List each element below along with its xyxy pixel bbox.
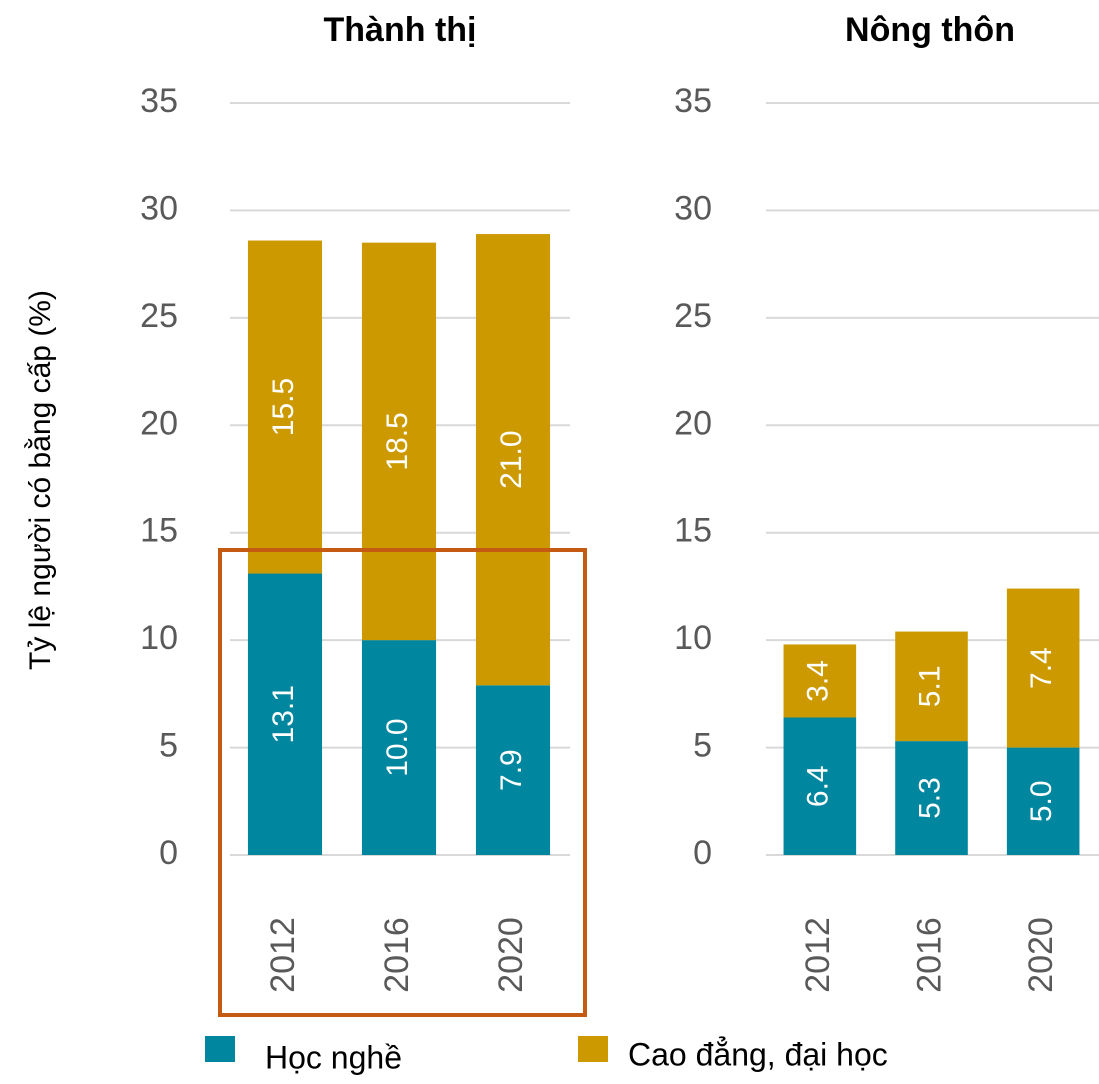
x-tick-label: 2016 (910, 917, 948, 993)
bar (361, 242, 437, 641)
chart-title: Nông thôn (845, 11, 1015, 49)
y-tick-label: 5 (693, 727, 712, 765)
highlight-box (218, 548, 587, 1017)
y-tick-label: 0 (693, 834, 712, 872)
bar (1006, 588, 1080, 748)
data-label: 21.0 (495, 430, 528, 488)
x-tick-label: 2016 (378, 917, 416, 993)
y-axis-label: Tỷ lệ người có bằng cấp (%) (24, 290, 57, 670)
y-tick-label: 30 (140, 189, 178, 227)
y-tick-label: 15 (140, 512, 178, 550)
data-label: 7.9 (495, 749, 528, 791)
data-label: 15.5 (267, 378, 300, 436)
data-label: 5.0 (1025, 780, 1058, 822)
y-tick-label: 10 (140, 619, 178, 657)
y-tick-label: 35 (674, 82, 712, 120)
data-label: 3.4 (802, 660, 835, 702)
bar (1006, 747, 1080, 855)
data-label: 18.5 (381, 412, 414, 470)
x-tick-label: 2020 (492, 917, 530, 993)
bar (783, 717, 857, 855)
bar (783, 644, 857, 718)
data-label: 13.1 (267, 685, 300, 743)
data-label: 7.4 (1025, 647, 1058, 689)
data-label: 10.0 (381, 718, 414, 776)
data-label: 6.4 (802, 765, 835, 807)
y-tick-label: 35 (140, 82, 178, 120)
y-tick-label: 20 (674, 404, 712, 442)
chart-title: Thành thị (324, 11, 477, 49)
data-label: 5.3 (913, 777, 946, 819)
legend-label: Học nghề (265, 1039, 402, 1075)
y-tick-label: 10 (674, 619, 712, 657)
x-tick-label: 2020 (1022, 917, 1060, 993)
bar (895, 631, 968, 742)
bar (247, 573, 323, 855)
x-tick-label: 2012 (264, 917, 302, 993)
legend-label: Cao đẳng, đại học (628, 1036, 888, 1072)
y-tick-label: 20 (140, 404, 178, 442)
bar (475, 234, 551, 686)
x-tick-label: 2012 (799, 917, 837, 993)
data-label: 5.1 (913, 665, 946, 707)
bar (361, 640, 437, 855)
legend-swatch (205, 1036, 235, 1062)
y-tick-label: 25 (140, 297, 178, 335)
y-tick-label: 5 (159, 727, 178, 765)
bar (475, 685, 551, 855)
y-tick-label: 30 (674, 189, 712, 227)
bar (895, 741, 968, 855)
bar (247, 240, 323, 574)
y-tick-label: 25 (674, 297, 712, 335)
legend-swatch (578, 1036, 608, 1062)
y-tick-label: 0 (159, 834, 178, 872)
y-tick-label: 15 (674, 512, 712, 550)
